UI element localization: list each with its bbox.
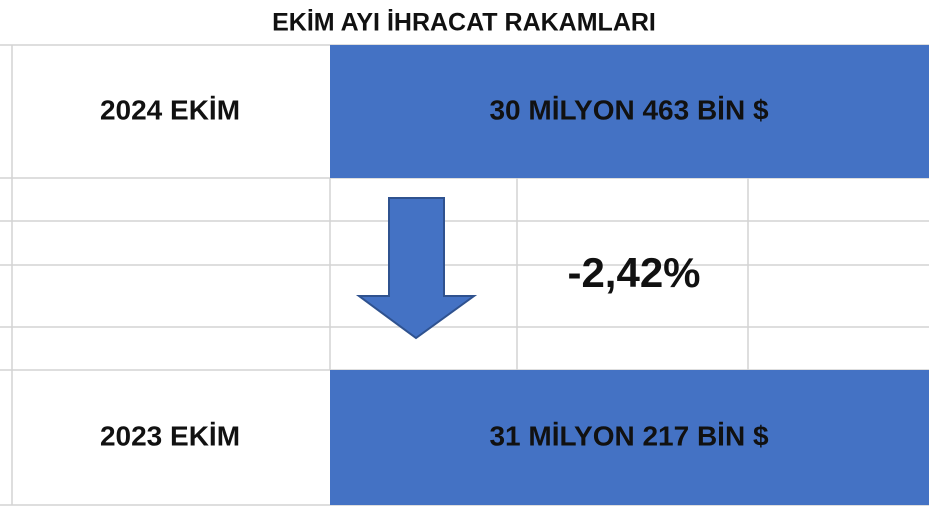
- row-label: 2023 EKİM: [100, 420, 240, 451]
- change-value: -2,42%: [567, 249, 700, 296]
- value-cell: [330, 370, 929, 505]
- value-cell: [330, 45, 929, 178]
- down-arrow: [355, 197, 478, 340]
- row-label: 2024 EKİM: [100, 94, 240, 125]
- row-value: 30 MİLYON 463 BİN $: [489, 94, 769, 125]
- title: EKİM AYI İHRACAT RAKAMLARI: [272, 9, 656, 37]
- row-value: 31 MİLYON 217 BİN $: [489, 420, 769, 451]
